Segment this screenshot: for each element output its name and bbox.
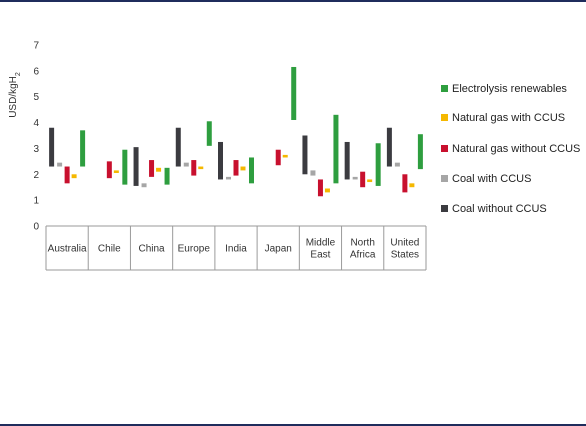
bar-range [149,160,155,177]
bar-range [367,179,373,183]
bar-range [275,149,281,166]
bar-range [164,167,170,185]
legend-label: Coal without CCUS [452,203,547,215]
legend-swatch [441,85,448,92]
y-tick-label: 4 [33,118,39,129]
category-labels: Australia Chile China Europe India Japan Middl… [48,238,420,261]
category-label: United States [390,238,419,261]
category-label: India [225,244,247,255]
y-tick-label: 3 [33,144,39,155]
y-tick-label: 1 [33,196,39,207]
bar-range [218,141,223,180]
bar-range [302,135,308,175]
y-axis-label-main: USD/kgH [8,76,19,118]
legend-label: Natural gas with CCUS [452,112,565,124]
bar-range [333,114,339,184]
category-label: Japan [265,244,292,255]
bar-range [344,141,350,180]
bar-range [360,171,366,188]
legend-label: Natural gas without CCUS [452,143,580,155]
bar-range [175,127,181,167]
bar-range [402,174,408,193]
bar-range [206,121,212,146]
bar-range [191,160,197,176]
legend-label: Coal with CCUS [452,173,531,185]
legend-swatch [441,114,448,121]
bar-range [49,127,55,167]
category-label: Chile [98,244,121,255]
chart-bars [49,66,423,197]
category-label: China [138,244,165,255]
bar-range [233,160,239,176]
bar-range [317,179,323,197]
bar-range [249,157,254,184]
y-axis-label: USD/kgH2 [8,72,22,118]
bar-range [417,134,423,170]
y-tick-label: 5 [33,92,39,103]
bar-range [352,176,358,180]
bar-range [409,183,415,188]
bar-range [133,147,139,186]
bar-range [394,162,400,167]
bar-range [310,170,316,176]
bar-range [282,154,288,158]
bar-range [375,143,381,186]
bar-range [141,183,147,188]
bar-range [156,167,162,172]
bottom-rule [0,424,586,426]
y-tick-label: 7 [33,41,39,52]
bar-range [71,174,77,179]
legend-swatch [441,145,448,152]
bar-range [291,66,297,120]
bar-range [324,188,330,193]
legend-swatch [441,175,448,182]
category-label: Middle East [306,238,336,261]
bar-range [64,166,70,184]
y-axis-label-subscript: 2 [15,72,22,76]
bar-range [226,176,231,180]
legend-swatch [441,205,448,212]
category-label: Australia [48,244,87,255]
y-tick-label: 2 [33,170,39,181]
top-rule [0,0,586,2]
bar-range [122,149,128,185]
chart-legend: Electrolysis renewables Natural gas with … [441,83,580,215]
bar-range [106,161,112,179]
y-tick-label: 0 [33,222,39,233]
category-label: North Africa [350,238,376,261]
y-tick-label: 6 [33,66,39,77]
bar-range [57,162,63,167]
legend-label: Electrolysis renewables [452,83,567,95]
bar-range [386,127,392,167]
bar-range [113,170,119,173]
bar-range [198,166,204,170]
chart-axes: 0 1 2 3 4 5 6 7 [33,41,427,271]
bar-range [80,130,86,167]
bar-range [183,162,189,167]
bar-range [240,166,246,171]
category-label: Europe [178,244,211,255]
